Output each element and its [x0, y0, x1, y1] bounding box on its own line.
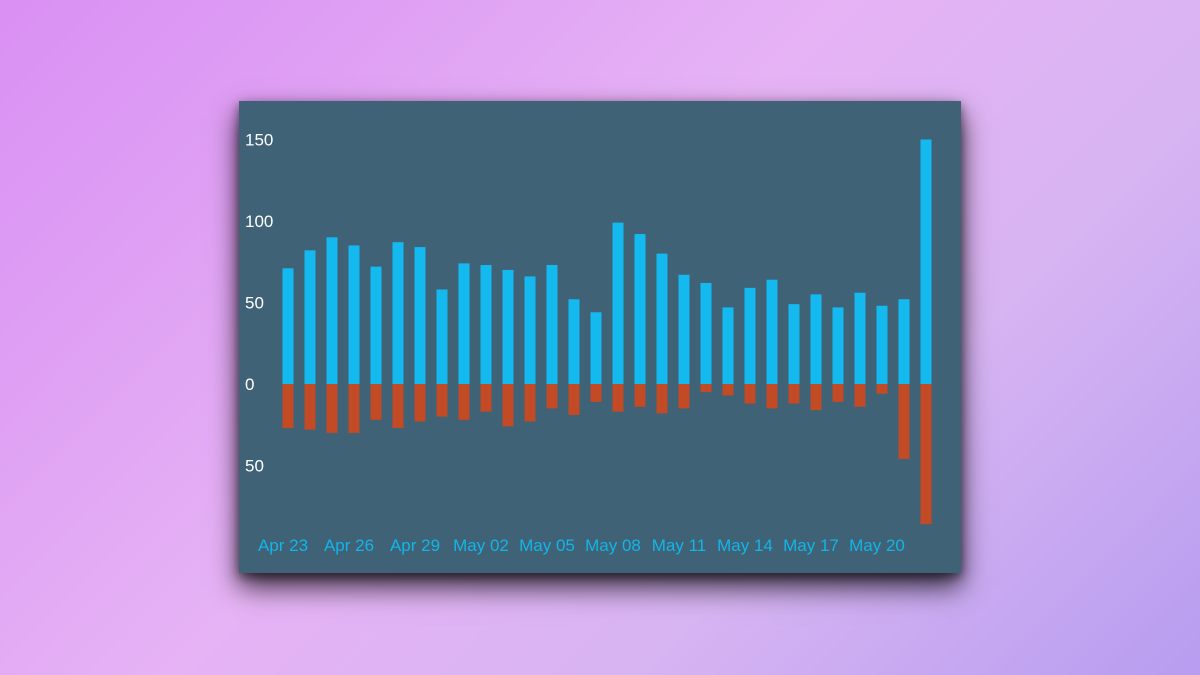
x-tick-label: May 17 [783, 536, 839, 555]
chart-card: 150 100 50 0 50 Apr 23 Apr 26 Apr 29 May 02 May … [239, 101, 961, 573]
bar-negative [370, 384, 382, 420]
bar-negative [392, 384, 404, 429]
bar-negative [766, 384, 778, 409]
bar-negative [524, 384, 536, 422]
bar-positive [348, 245, 360, 384]
bar-positive [568, 299, 580, 384]
bar-positive [458, 263, 470, 384]
bar-positive [326, 237, 338, 384]
bar-negative [458, 384, 470, 420]
bar-positive [700, 282, 712, 384]
y-tick-label: 50 [245, 294, 264, 313]
bar-positive [854, 292, 866, 384]
bar-positive [678, 274, 690, 384]
bar-negative [546, 384, 558, 409]
bar-negative [898, 384, 910, 459]
bar-positive [722, 307, 734, 384]
bar-negative [634, 384, 646, 407]
x-tick-label: May 02 [453, 536, 509, 555]
bar-negative [876, 384, 888, 394]
bar-negative [920, 384, 932, 525]
bar-positive [392, 242, 404, 384]
bar-negative [436, 384, 448, 417]
y-tick-label: 150 [245, 131, 273, 150]
x-tick-label: May 11 [652, 536, 707, 555]
bar-chart: 150 100 50 0 50 Apr 23 Apr 26 Apr 29 May 02 May … [245, 131, 932, 555]
bar-negative [788, 384, 800, 404]
bar-negative [656, 384, 668, 414]
bar-negative [810, 384, 822, 411]
bar-negative [854, 384, 866, 407]
y-tick-label: 0 [245, 375, 254, 394]
bar-positive [920, 139, 932, 384]
bar-positive [810, 294, 822, 384]
bar-positive [788, 304, 800, 384]
bar-positive [546, 265, 558, 384]
bar-negative [700, 384, 712, 393]
bar-positive [370, 266, 382, 384]
x-axis: Apr 23 Apr 26 Apr 29 May 02 May 05 May 08 May … [258, 536, 905, 555]
x-tick-label: Apr 23 [258, 536, 308, 555]
bar-positive [766, 279, 778, 384]
bar-negative [744, 384, 756, 404]
bar-positive [282, 268, 294, 384]
bar-negative [612, 384, 624, 412]
bar-positive [876, 305, 888, 384]
bar-negative [282, 384, 294, 429]
bar-negative [502, 384, 514, 427]
bar-positive [612, 222, 624, 384]
bar-negative [480, 384, 492, 412]
bar-positive [832, 307, 844, 384]
bar-negative [326, 384, 338, 433]
x-tick-label: May 08 [585, 536, 641, 555]
bar-positive [744, 287, 756, 384]
bar-negative [568, 384, 580, 415]
bars-group [282, 139, 932, 525]
bar-negative [348, 384, 360, 433]
x-tick-label: May 20 [849, 536, 905, 555]
bar-negative [722, 384, 734, 396]
bar-negative [304, 384, 316, 430]
bar-positive [898, 299, 910, 384]
bar-positive [414, 247, 426, 384]
bar-positive [502, 269, 514, 384]
x-tick-label: May 14 [717, 536, 773, 555]
x-tick-label: May 05 [519, 536, 575, 555]
bar-positive [436, 289, 448, 384]
bar-negative [678, 384, 690, 409]
bar-positive [590, 312, 602, 384]
y-tick-label: 50 [245, 457, 264, 476]
bar-negative [414, 384, 426, 422]
bar-positive [524, 276, 536, 384]
bar-positive [634, 234, 646, 384]
y-axis: 150 100 50 0 50 [245, 131, 273, 476]
bar-positive [656, 253, 668, 384]
x-tick-label: Apr 26 [324, 536, 374, 555]
bar-positive [480, 265, 492, 384]
bar-negative [832, 384, 844, 402]
x-tick-label: Apr 29 [390, 536, 440, 555]
bar-positive [304, 250, 316, 384]
bar-negative [590, 384, 602, 402]
y-tick-label: 100 [245, 212, 273, 231]
